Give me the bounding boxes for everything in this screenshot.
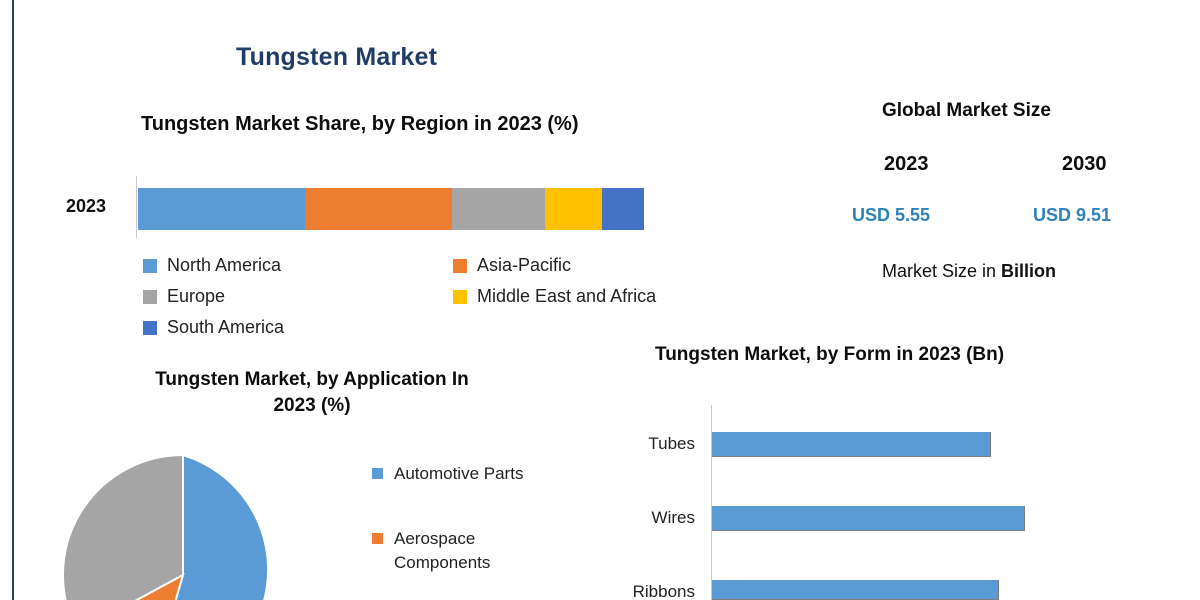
legend-swatch-icon	[143, 289, 157, 304]
legend-swatch-icon	[453, 258, 467, 273]
region-legend-item-asia-pacific[interactable]: Asia-Pacific	[453, 255, 703, 276]
region-legend-item-south-america[interactable]: South America	[143, 317, 453, 338]
application-chart-title-line1: Tungsten Market, by Application In	[155, 369, 469, 390]
region-segment-europe	[452, 188, 546, 230]
pie-slice-other	[63, 455, 184, 600]
region-chart-category-label: 2023	[66, 196, 107, 216]
legend-swatch-icon	[453, 289, 467, 304]
region-legend-label: North America	[167, 255, 282, 275]
form-chart-bar-ribbons	[712, 580, 999, 600]
legend-swatch-icon	[143, 320, 157, 335]
global-market-size-note-unit: Billion	[1001, 261, 1057, 281]
legend-swatch-icon	[372, 532, 383, 544]
region-legend-row: North America Asia-Pacific	[143, 250, 703, 281]
region-segment-north-america	[138, 188, 305, 230]
legend-swatch-icon	[372, 468, 383, 479]
region-legend-item-north-america[interactable]: North America	[143, 255, 453, 276]
region-chart-axis	[136, 176, 137, 238]
global-market-size-year-right: 2030	[1062, 153, 1107, 175]
global-market-size-value-left: USD 5.55	[852, 205, 931, 225]
application-chart-title: Tungsten Market, by Application In 2023 …	[112, 367, 512, 418]
application-legend-label: Aerospace Components	[394, 528, 491, 573]
pie-slice-aerospace-components	[134, 572, 185, 600]
form-chart-category-ribbons: Ribbons	[632, 582, 695, 600]
form-chart-bar-wires	[712, 506, 1025, 531]
form-chart-axis	[711, 405, 712, 600]
region-segment-middle-east-and-africa	[545, 188, 603, 230]
region-stacked-bar	[138, 188, 644, 230]
region-legend-item-middle-east-and-africa[interactable]: Middle East and Africa	[453, 286, 703, 307]
application-legend: Automotive Parts Aerospace Components	[372, 462, 582, 600]
region-chart-title: Tungsten Market Share, by Region in 2023…	[141, 113, 579, 135]
region-legend-label: Asia-Pacific	[477, 255, 572, 275]
global-market-size-note: Market Size in Billion	[882, 261, 1056, 282]
application-legend-item-aerospace-components[interactable]: Aerospace Components	[372, 527, 582, 576]
legend-swatch-icon	[143, 258, 157, 273]
region-legend-item-europe[interactable]: Europe	[143, 286, 453, 307]
global-market-size-title: Global Market Size	[882, 100, 1051, 121]
left-edge-rule	[12, 0, 14, 600]
region-segment-south-america	[602, 188, 644, 230]
region-legend-row: South America	[143, 312, 703, 343]
application-chart-title-line2: 2023 (%)	[273, 394, 351, 416]
form-chart-bar-tubes	[712, 432, 991, 457]
pie-slice-automotive-parts	[174, 455, 270, 600]
application-pie-chart	[63, 455, 270, 600]
global-market-size-year-left: 2023	[884, 153, 929, 175]
form-chart-category-wires: Wires	[651, 508, 695, 527]
global-market-size-note-prefix: Market Size in	[882, 261, 1002, 281]
application-legend-label: Automotive Parts	[394, 464, 524, 483]
region-segment-asia-pacific	[304, 188, 453, 230]
global-market-size-value-right: USD 9.51	[1033, 205, 1112, 225]
region-legend-row: Europe Middle East and Africa	[143, 281, 703, 312]
region-legend-label: South America	[167, 317, 285, 337]
form-chart-title: Tungsten Market, by Form in 2023 (Bn)	[655, 344, 1005, 365]
form-chart-category-tubes: Tubes	[648, 434, 695, 453]
region-legend-label: Middle East and Africa	[477, 286, 657, 306]
region-legend: North America Asia-Pacific Europe Middle…	[143, 250, 703, 343]
application-legend-item-automotive-parts[interactable]: Automotive Parts	[372, 462, 582, 487]
page-title: Tungsten Market	[236, 43, 438, 71]
region-legend-label: Europe	[167, 286, 226, 306]
